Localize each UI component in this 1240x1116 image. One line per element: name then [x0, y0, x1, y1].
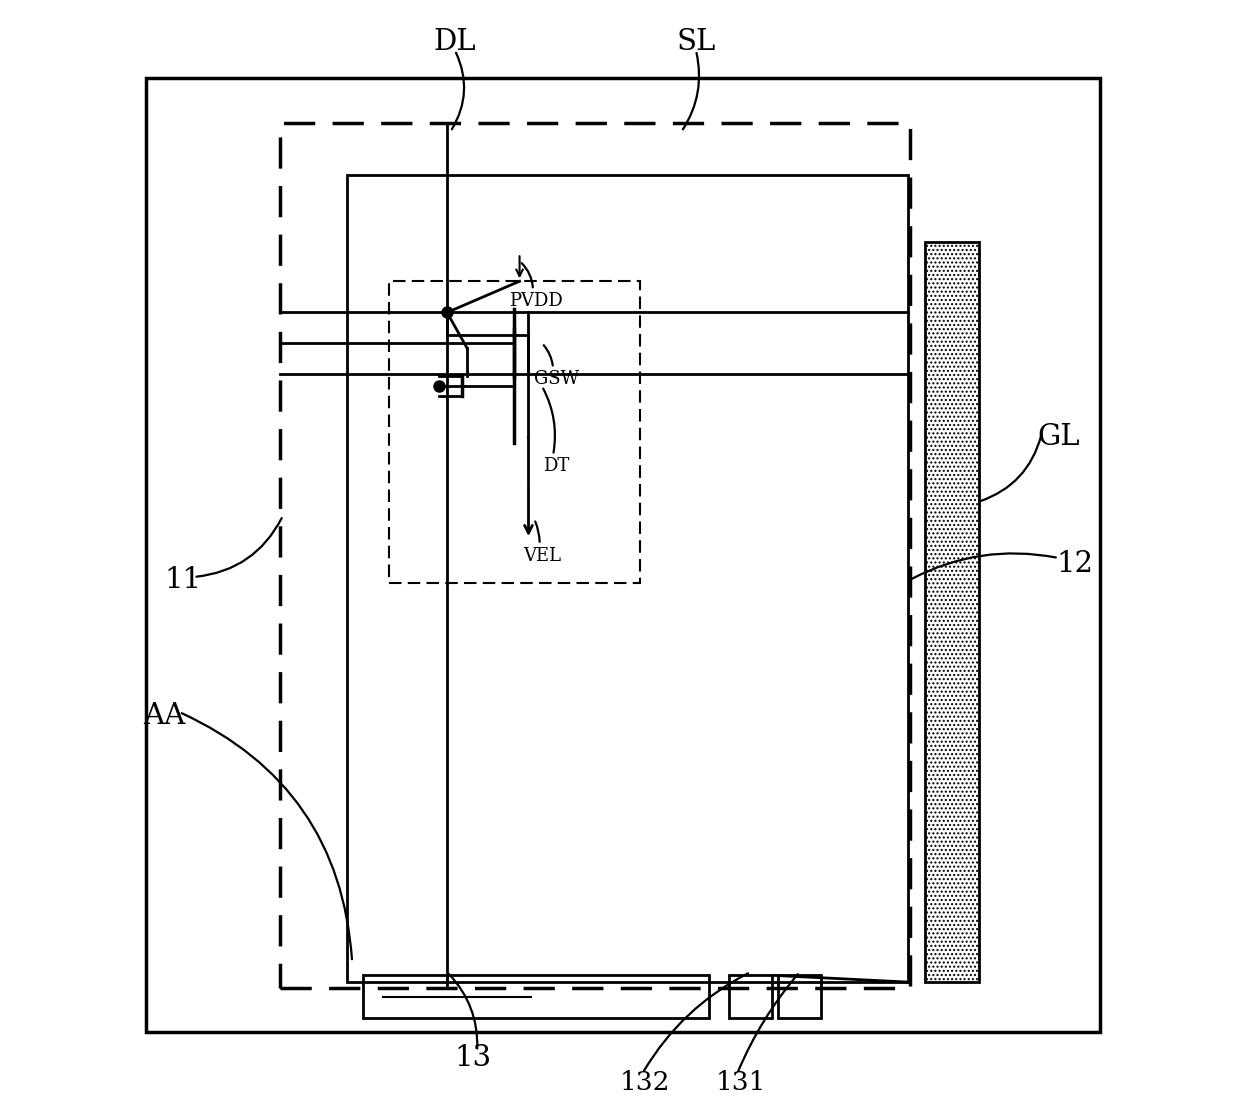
Text: SL: SL: [676, 28, 715, 57]
Bar: [363, 975, 709, 1018]
Text: 13: 13: [454, 1043, 491, 1072]
Text: DT: DT: [543, 458, 569, 475]
Text: 11: 11: [164, 566, 201, 595]
Text: VEL: VEL: [523, 547, 560, 565]
Bar: [389, 281, 640, 583]
Text: AA: AA: [144, 702, 186, 731]
Bar: [280, 123, 910, 988]
Text: GSW: GSW: [534, 371, 579, 388]
Text: GL: GL: [1038, 423, 1080, 452]
Bar: [346, 175, 908, 982]
Bar: [146, 78, 1100, 1032]
Bar: [925, 242, 980, 982]
Text: DL: DL: [434, 28, 476, 57]
Text: PVDD: PVDD: [510, 292, 563, 310]
Text: 132: 132: [619, 1070, 670, 1095]
Text: 131: 131: [715, 1070, 766, 1095]
Bar: [779, 975, 821, 1018]
Bar: [729, 975, 771, 1018]
Text: 12: 12: [1056, 549, 1094, 578]
